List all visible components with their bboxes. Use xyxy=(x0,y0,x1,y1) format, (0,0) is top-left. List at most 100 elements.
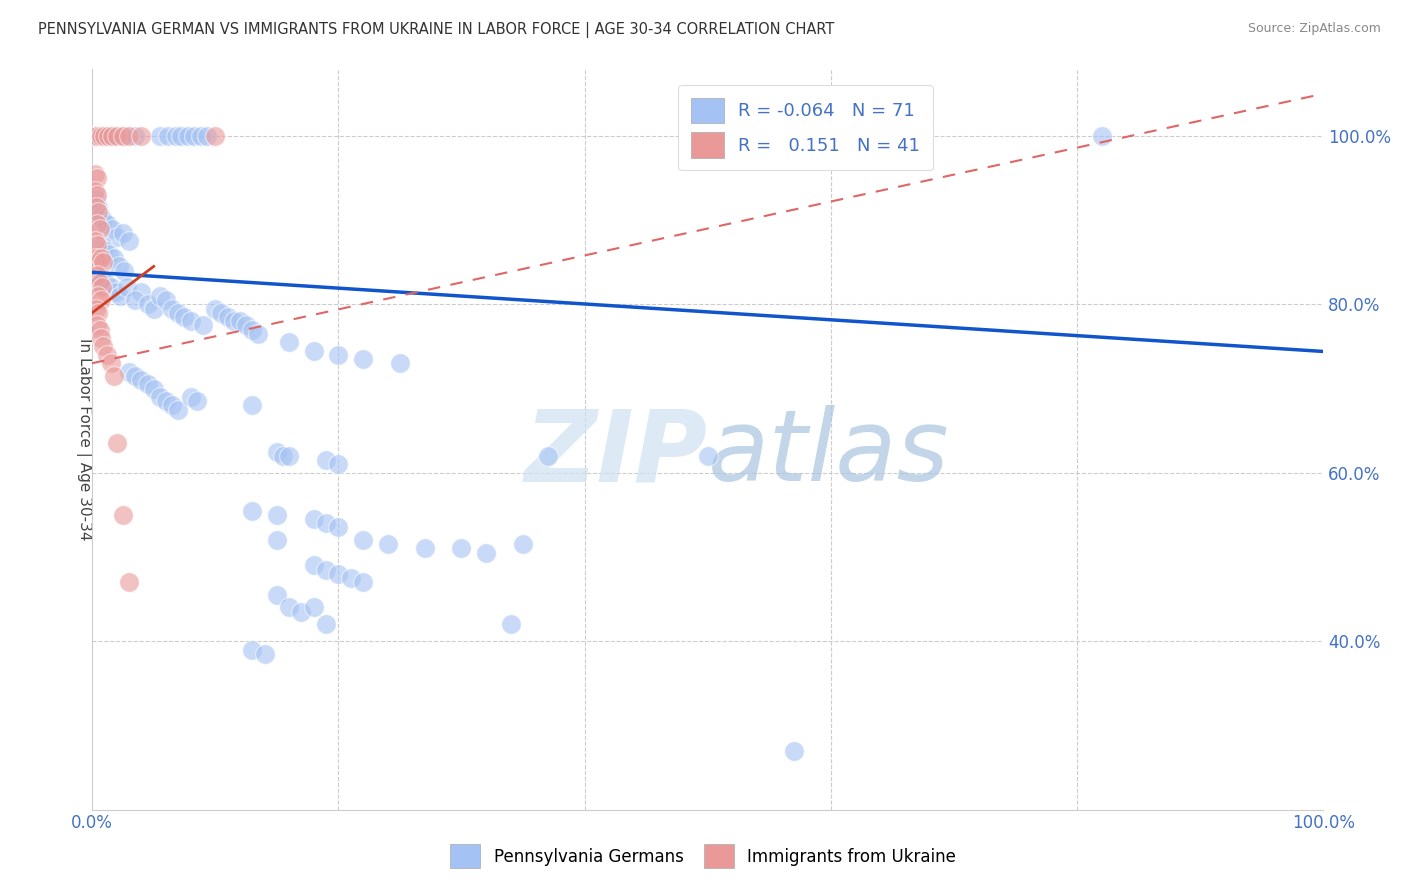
Point xyxy=(149,289,172,303)
Point xyxy=(84,128,107,143)
Point xyxy=(240,322,263,336)
Point xyxy=(278,600,301,615)
Point xyxy=(83,167,105,181)
Point xyxy=(118,365,141,379)
Point xyxy=(696,449,718,463)
Point xyxy=(536,449,558,463)
Point xyxy=(86,318,108,333)
Point xyxy=(96,128,118,143)
Point xyxy=(84,301,107,316)
Point xyxy=(177,128,200,143)
Point xyxy=(499,617,522,632)
Point xyxy=(101,221,124,235)
Point xyxy=(94,277,117,291)
Point xyxy=(111,128,134,143)
Point xyxy=(98,247,121,261)
Point xyxy=(87,204,110,219)
Point xyxy=(155,394,177,409)
Point xyxy=(89,221,111,235)
Point xyxy=(136,377,159,392)
Point xyxy=(86,217,108,231)
Point xyxy=(86,268,108,282)
Point xyxy=(87,255,110,269)
Point xyxy=(328,566,350,581)
Point xyxy=(111,226,134,240)
Point xyxy=(110,289,132,303)
Point xyxy=(131,285,153,299)
Point xyxy=(195,128,218,143)
Point xyxy=(278,335,301,350)
Point xyxy=(118,575,141,590)
Point xyxy=(222,314,245,328)
Point xyxy=(83,128,105,143)
Point xyxy=(302,512,325,526)
Point xyxy=(204,301,226,316)
Point xyxy=(783,743,806,757)
Point xyxy=(266,533,288,547)
Point xyxy=(475,546,498,560)
Point xyxy=(105,128,128,143)
Point xyxy=(118,234,141,248)
Point xyxy=(84,201,107,215)
Point xyxy=(882,128,904,143)
Point xyxy=(112,263,135,277)
Point xyxy=(167,306,190,320)
Point xyxy=(86,238,108,252)
Point xyxy=(155,293,177,307)
Point xyxy=(377,537,399,551)
Point xyxy=(1090,128,1112,143)
Point xyxy=(96,217,118,231)
Point xyxy=(100,280,122,294)
Point xyxy=(105,436,128,450)
Point xyxy=(315,563,337,577)
Point xyxy=(180,314,202,328)
Point xyxy=(302,343,325,358)
Point xyxy=(352,533,374,547)
Point xyxy=(83,184,105,198)
Point xyxy=(89,128,111,143)
Point xyxy=(388,356,411,370)
Point xyxy=(90,293,112,307)
Point xyxy=(103,368,125,383)
Point xyxy=(149,128,172,143)
Point xyxy=(339,571,361,585)
Point xyxy=(328,520,350,534)
Point xyxy=(167,402,190,417)
Point xyxy=(352,575,374,590)
Point xyxy=(118,128,141,143)
Point xyxy=(89,277,111,291)
Point xyxy=(124,293,146,307)
Point xyxy=(87,306,110,320)
Point xyxy=(315,516,337,531)
Point xyxy=(149,390,172,404)
Point xyxy=(328,458,350,472)
Point xyxy=(315,617,337,632)
Point xyxy=(240,642,263,657)
Point xyxy=(160,301,183,316)
Legend: Pennsylvania Germans, Immigrants from Ukraine: Pennsylvania Germans, Immigrants from Uk… xyxy=(444,838,962,875)
Point xyxy=(100,356,122,370)
Point xyxy=(302,558,325,573)
Point xyxy=(91,339,114,353)
Point xyxy=(328,348,350,362)
Point xyxy=(91,238,114,252)
Point xyxy=(352,352,374,367)
Point xyxy=(240,398,263,412)
Point xyxy=(204,128,226,143)
Point xyxy=(87,268,110,282)
Point xyxy=(315,453,337,467)
Point xyxy=(89,322,111,336)
Point xyxy=(87,289,110,303)
Point xyxy=(104,285,127,299)
Point xyxy=(413,541,436,556)
Point xyxy=(131,128,153,143)
Point xyxy=(160,398,183,412)
Point xyxy=(115,280,138,294)
Point xyxy=(165,128,187,143)
Point xyxy=(131,373,153,387)
Point xyxy=(183,128,205,143)
Point xyxy=(93,243,115,257)
Point xyxy=(512,537,534,551)
Point xyxy=(170,128,193,143)
Point xyxy=(84,251,107,265)
